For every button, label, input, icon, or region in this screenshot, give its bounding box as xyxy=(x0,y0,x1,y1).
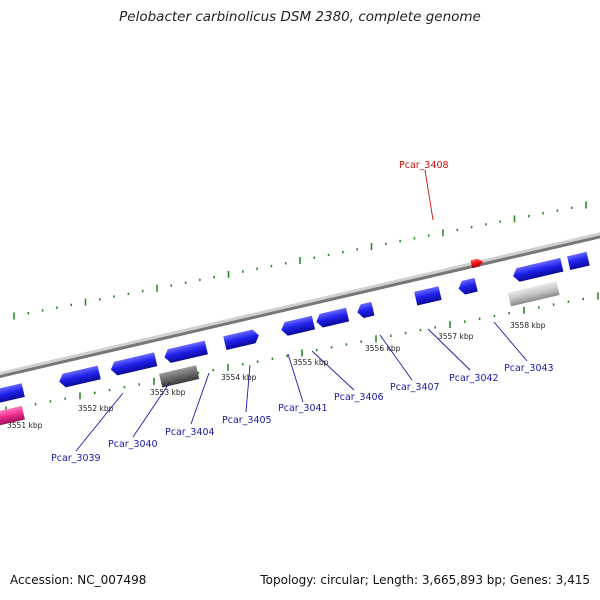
scale-label: 3555 kbp xyxy=(293,358,329,367)
selected-gene-arrow[interactable] xyxy=(470,258,484,269)
gene-track xyxy=(0,251,590,430)
leader-line xyxy=(379,334,413,381)
tick-row-lower xyxy=(5,292,599,414)
gene-label[interactable]: Pcar_3041 xyxy=(278,403,328,414)
gene-label[interactable]: Pcar_3407 xyxy=(390,382,440,393)
scale-label: 3553 kbp xyxy=(150,388,186,397)
leader-line xyxy=(287,353,304,403)
leader-line xyxy=(245,364,251,413)
gene-arrow[interactable] xyxy=(414,286,442,306)
leader-line xyxy=(427,328,471,371)
scale-label: 3556 kbp xyxy=(365,344,401,353)
gene-label[interactable]: Pcar_3406 xyxy=(334,392,384,403)
map-title: Pelobacter carbinolicus DSM 2380, comple… xyxy=(119,9,481,25)
rna-gene[interactable] xyxy=(0,405,25,430)
gene-arrow[interactable] xyxy=(163,340,208,364)
scale-label: 3552 kbp xyxy=(78,404,114,413)
leader-line xyxy=(75,392,124,452)
gene-label[interactable]: Pcar_3042 xyxy=(449,373,499,384)
leader-line xyxy=(493,321,528,362)
pseudo-gene-dark[interactable] xyxy=(159,365,200,388)
gene-arrow[interactable] xyxy=(315,307,350,329)
gene-label[interactable]: Pcar_3040 xyxy=(108,439,158,450)
gene-arrow[interactable] xyxy=(457,277,478,296)
leader-line-selected xyxy=(424,169,434,221)
gene-label[interactable]: Pcar_3039 xyxy=(51,453,101,464)
gene-label[interactable]: Pcar_3404 xyxy=(165,427,215,438)
gene-arrow[interactable] xyxy=(567,251,590,270)
scale-label: 3558 kbp xyxy=(510,321,546,330)
gene-arrow[interactable] xyxy=(58,365,101,389)
gene-arrow[interactable] xyxy=(512,257,564,283)
scale-labels: 3551 kbp 3552 kbp 3553 kbp 3554 kbp 3555… xyxy=(7,321,546,430)
gene-label[interactable]: Pcar_3405 xyxy=(222,415,272,426)
gene-arrow[interactable] xyxy=(109,352,158,376)
gene-labels: Pcar_3408 Pcar_3039 Pcar_3040 Pcar_3404 … xyxy=(51,160,554,464)
gene-arrow[interactable] xyxy=(280,315,316,337)
tick-row-upper xyxy=(13,201,587,320)
genome-summary-text: Topology: circular; Length: 3,665,893 bp… xyxy=(260,573,590,587)
gene-label-selected[interactable]: Pcar_3408 xyxy=(399,160,449,171)
leader-line xyxy=(311,350,355,391)
gene-arrow[interactable] xyxy=(223,328,260,350)
leader-line xyxy=(190,372,210,425)
gene-arrow[interactable] xyxy=(0,383,25,409)
leader-line xyxy=(132,381,171,438)
pseudo-gene-light[interactable] xyxy=(507,281,560,307)
scale-label: 3557 kbp xyxy=(438,332,474,341)
scale-label: 3554 kbp xyxy=(221,373,257,382)
accession-text: Accession: NC_007498 xyxy=(10,573,147,587)
label-leaders xyxy=(75,321,528,452)
gene-arrow[interactable] xyxy=(356,301,375,319)
scale-label: 3551 kbp xyxy=(7,421,43,430)
gene-label[interactable]: Pcar_3043 xyxy=(504,363,554,374)
